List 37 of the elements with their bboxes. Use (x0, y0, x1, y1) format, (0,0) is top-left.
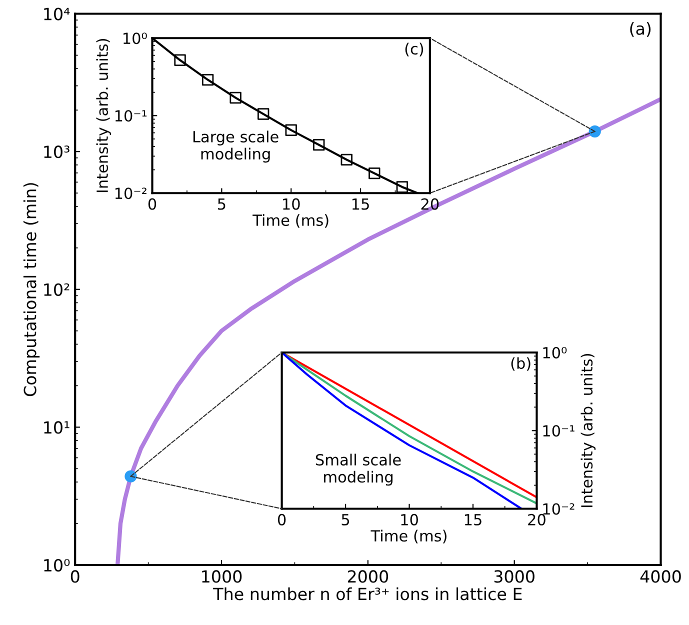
annotation: (b) (511, 357, 530, 371)
x-tick-label: 0 (148, 198, 156, 210)
annotation: Small scale modeling (316, 454, 401, 486)
x-tick-label: 5 (342, 514, 350, 526)
x-axis-title: Time (ms) (252, 214, 328, 228)
y-tick-label: 10² (44, 283, 70, 296)
x-tick-label: 10 (283, 198, 300, 210)
y-tick-label: 10⁰ (124, 32, 147, 44)
y2-tick-label: 10⁻¹ (543, 425, 574, 437)
annotation: (c) (405, 42, 424, 56)
y2-axis-title: Intensity (arb. units) (580, 354, 596, 508)
annotation: Large scale modeling (193, 130, 278, 163)
y-tick-label: 10⁰ (44, 558, 70, 572)
y-tick-label: 10⁴ (44, 8, 70, 20)
x-tick-label: 20 (528, 514, 546, 526)
x-tick-label: 0 (70, 570, 80, 583)
x-tick-label: 4000 (640, 570, 681, 583)
y-tick-label: 10⁻¹ (115, 110, 147, 122)
x-tick-label: 2000 (348, 570, 388, 583)
y-axis-title: Computational time (min) (23, 183, 40, 396)
x-tick-label: 10 (401, 514, 418, 526)
annotation: (a) (630, 22, 651, 37)
x-tick-label: 1000 (202, 570, 242, 583)
x-tick-label: 20 (421, 198, 439, 210)
x-axis-title: Time (ms) (370, 530, 446, 544)
x-tick-label: 5 (218, 198, 226, 210)
x-tick-label: 15 (352, 198, 369, 210)
y-axis-title: Intensity (arb. units) (96, 38, 111, 192)
y2-tick-label: 10⁰ (543, 346, 567, 359)
y-tick-label: 10¹ (44, 421, 70, 434)
y-tick-label: 10⁻² (115, 188, 146, 200)
y-tick-label: 10³ (44, 146, 70, 158)
x-tick-label: 0 (278, 514, 286, 526)
x-tick-label: 3000 (494, 570, 534, 583)
x-tick-label: 15 (464, 514, 482, 526)
x-axis-title: The number n of Er³⁺ ions in lattice E (213, 587, 522, 600)
y2-tick-label: 10⁻² (543, 503, 574, 515)
